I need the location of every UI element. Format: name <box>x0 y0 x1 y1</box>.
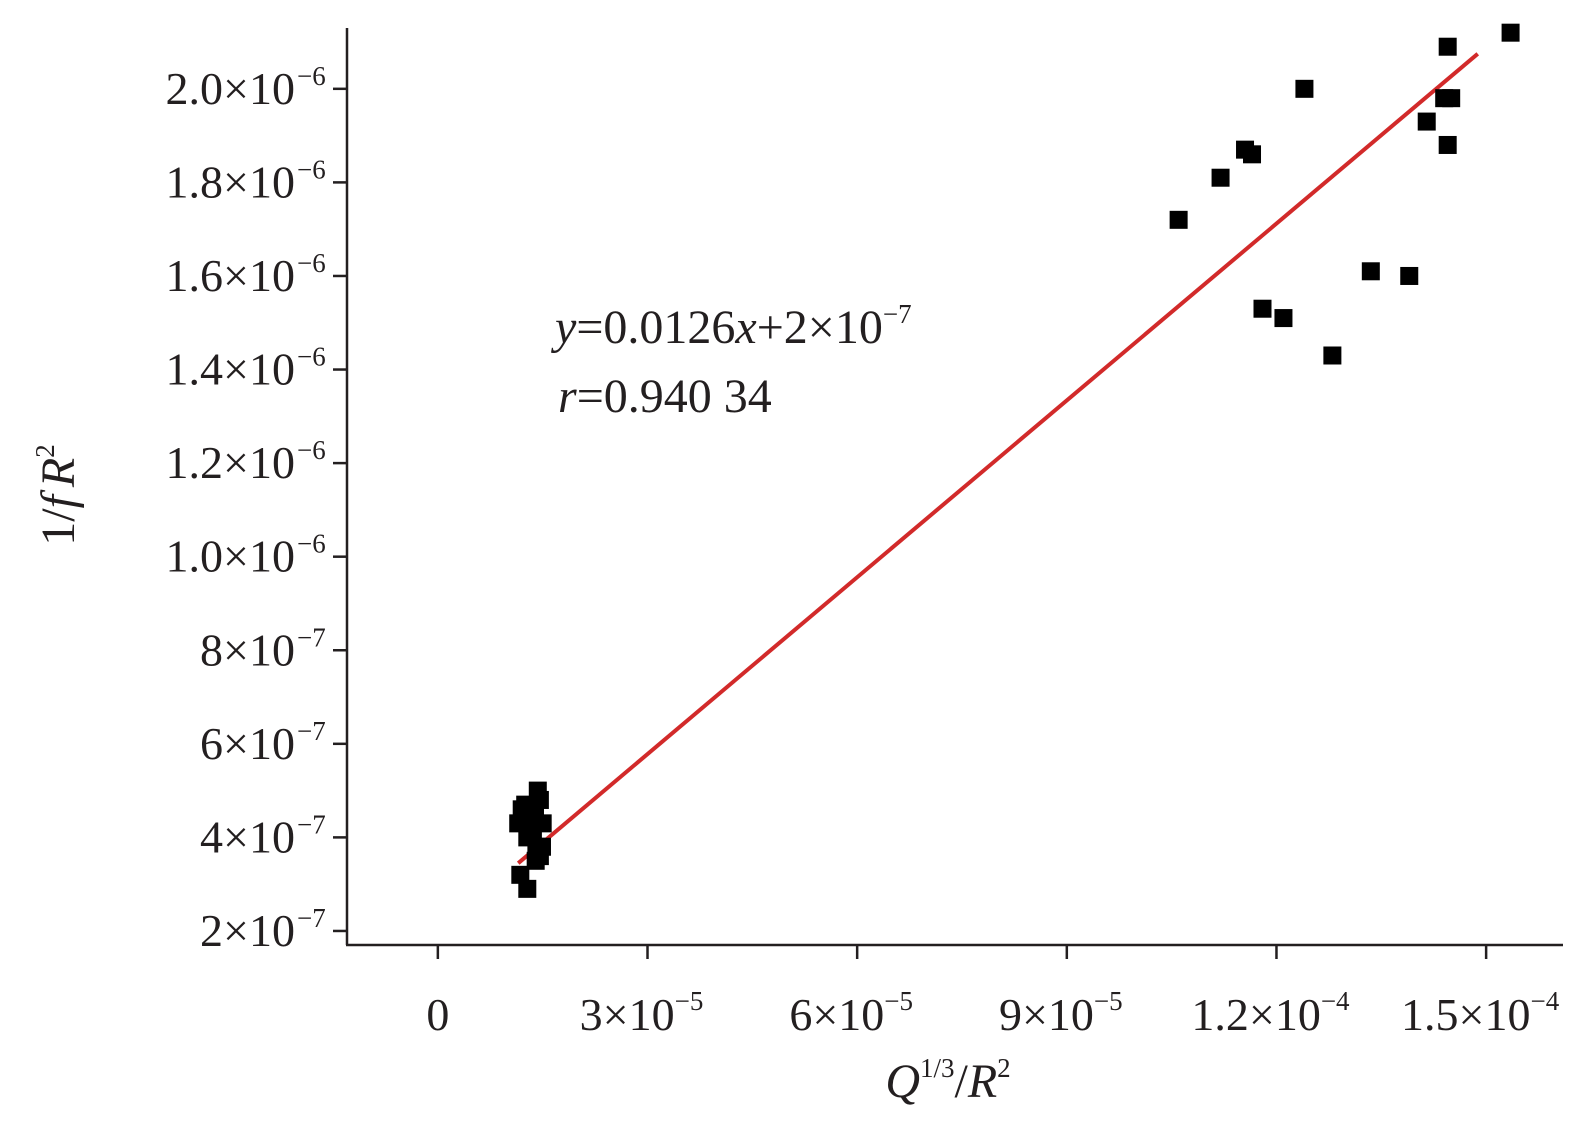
data-point <box>533 814 552 833</box>
y-tick-label: 4×10 <box>200 811 295 862</box>
correlation-label: r=0.940 34 <box>558 370 772 423</box>
data-point <box>1169 210 1188 229</box>
x-tick-label: 3×10−5 <box>580 986 704 1040</box>
data-point <box>511 865 530 884</box>
y-tick-exponent: −6 <box>297 435 326 465</box>
data-points <box>509 23 1520 898</box>
y-tick-label: 8×10 <box>200 624 295 675</box>
y-tick-label: 2.0×10 <box>166 63 295 114</box>
y-tick-label: 2×10 <box>200 905 295 956</box>
fit-line-group <box>516 52 1480 865</box>
y-tick-exponent: −7 <box>297 903 326 933</box>
data-point <box>1243 145 1262 164</box>
y-axis-title: 1/fR2 <box>30 444 85 546</box>
data-point <box>1211 168 1230 187</box>
x-tick-label: 1.5×10−4 <box>1401 986 1560 1040</box>
y-tick-exponent: −7 <box>297 716 326 746</box>
y-tick-exponent: −7 <box>297 809 326 839</box>
data-point <box>1400 266 1419 285</box>
y-tick-exponent: −6 <box>297 342 326 372</box>
data-point <box>1323 346 1342 365</box>
y-tick-exponent: −6 <box>297 529 326 559</box>
data-point <box>530 790 549 809</box>
x-tick-label: 6×10−5 <box>789 986 913 1040</box>
y-ticks: 2×10 −74×10 −76×10 −78×10 −71.0×10 −61.2×10 −6… <box>166 61 347 956</box>
data-point <box>518 879 537 898</box>
data-point <box>1253 299 1272 318</box>
x-tick-label: 9×10−5 <box>999 986 1123 1040</box>
equation-label: y=0.0126x+2×10−7 <box>550 299 912 354</box>
data-point <box>1501 23 1520 42</box>
data-point <box>1361 262 1380 281</box>
y-tick-exponent: −6 <box>297 61 326 91</box>
y-tick-label: 1.0×10 <box>166 531 295 582</box>
y-tick-label: 1.4×10 <box>166 344 295 395</box>
y-tick-label: 1.2×10 <box>166 437 295 488</box>
y-tick-label: 1.6×10 <box>166 250 295 301</box>
regression-annotation: y=0.0126x+2×10−7 r=0.940 34 <box>550 299 912 423</box>
data-point <box>512 800 531 819</box>
fit-line <box>516 52 1480 865</box>
data-point <box>1417 112 1436 131</box>
y-tick-exponent: −6 <box>297 248 326 278</box>
x-ticks: 0 3×10−5 6×10−5 9×10−5 1.2×10−4 1.5×10−4 <box>426 945 1560 1040</box>
x-tick-label: 0 <box>426 989 449 1040</box>
axes <box>345 28 1563 947</box>
data-point <box>527 837 546 856</box>
y-tick-label: 1.8×10 <box>166 156 295 207</box>
data-point <box>1438 37 1457 56</box>
y-tick-label: 6×10 <box>200 718 295 769</box>
data-point <box>1442 89 1461 108</box>
y-tick-exponent: −6 <box>297 154 326 184</box>
x-tick-label: 1.2×10−4 <box>1191 986 1350 1040</box>
data-point <box>1295 79 1314 98</box>
data-point <box>1438 135 1457 154</box>
y-tick-exponent: −7 <box>297 622 326 652</box>
x-axis-title: Q1/3/R2 <box>885 1053 1010 1108</box>
data-point <box>1274 309 1293 328</box>
